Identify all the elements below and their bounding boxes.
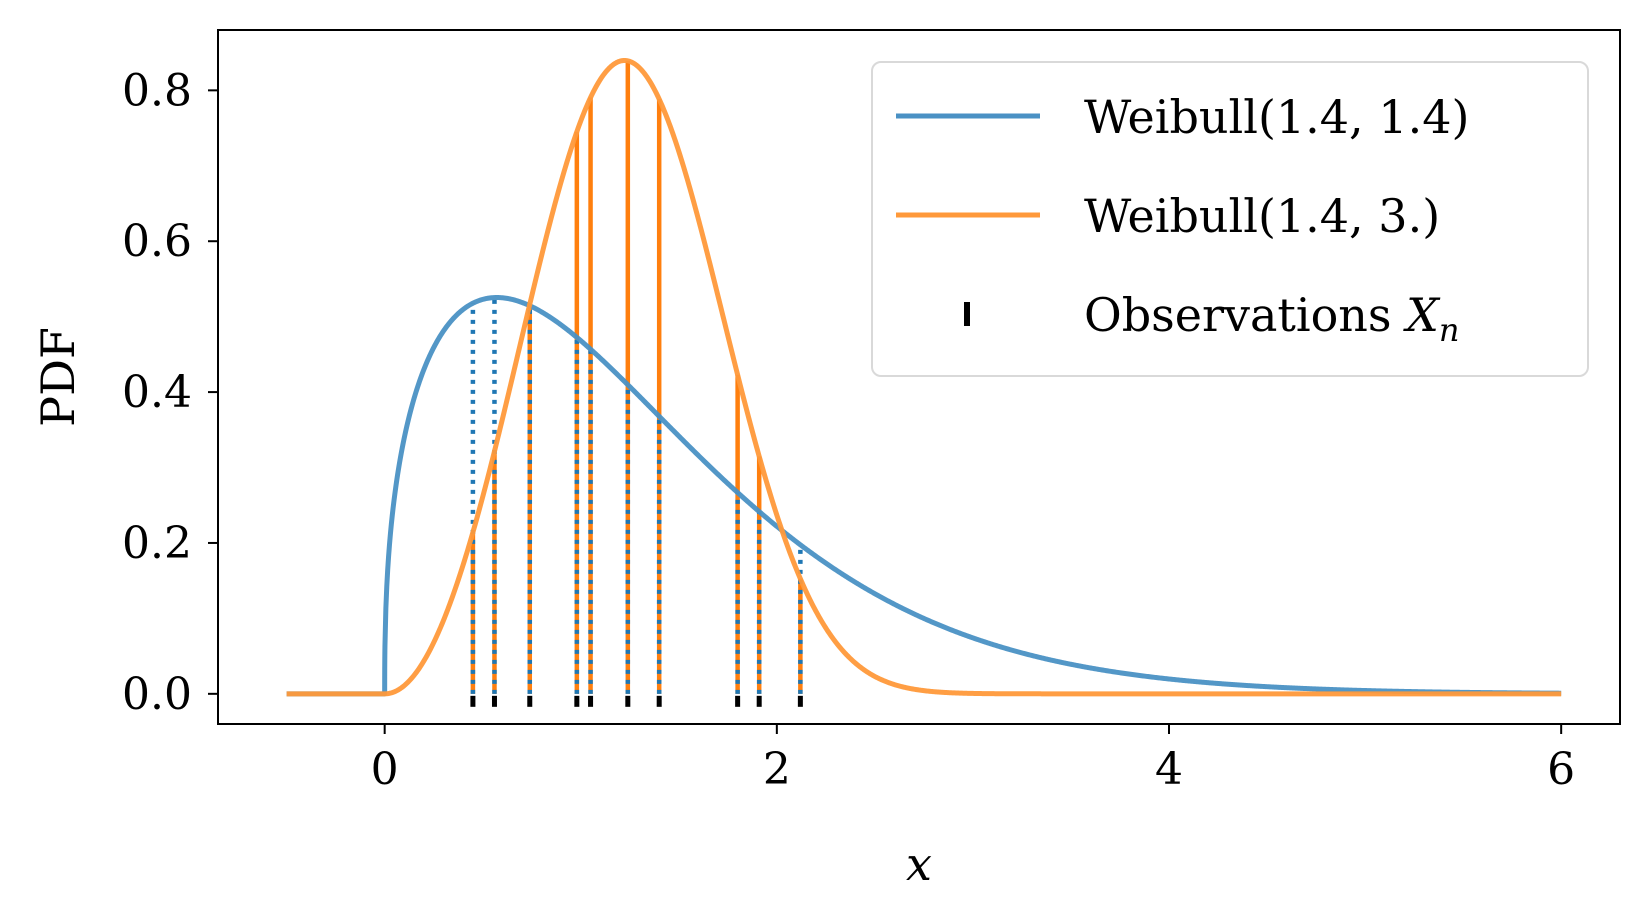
x-tick-label-0: 0 xyxy=(371,744,399,795)
legend: Weibull(1.4, 1.4) Weibull(1.4, 3.) Obser… xyxy=(871,61,1589,377)
stems-layer xyxy=(470,60,803,694)
x-tick-label-3: 6 xyxy=(1547,744,1575,795)
x-tick-label-1: 2 xyxy=(763,744,791,795)
y-tick-label-3: 0.6 xyxy=(122,216,192,267)
x-tick-label-2: 4 xyxy=(1155,744,1183,795)
y-tick-label-4: 0.8 xyxy=(122,65,192,116)
series-line-weibull-2 xyxy=(285,57,1563,697)
plot-frame xyxy=(217,29,1621,725)
series-line-weibull-1 xyxy=(285,295,1563,697)
legend-label-weibull-2: Weibull(1.4, 3.) xyxy=(1084,189,1440,243)
y-tick-label-0: 0.0 xyxy=(122,669,192,720)
y-axis-label: PDF xyxy=(31,327,85,427)
x-axis-label: x xyxy=(906,837,932,891)
legend-frame xyxy=(871,61,1589,377)
y-tick-label-1: 0.2 xyxy=(122,518,192,569)
legend-label-weibull-1: Weibull(1.4, 1.4) xyxy=(1084,90,1469,144)
legend-label-observations: Observations Xn xyxy=(1084,288,1460,349)
rug-layer xyxy=(470,695,803,707)
curves-layer xyxy=(285,57,1563,697)
y-tick-label-2: 0.4 xyxy=(122,367,192,418)
ticks-layer: 0 2 4 6 0.0 0.2 0.4 0.6 0.8 xyxy=(122,65,1575,795)
